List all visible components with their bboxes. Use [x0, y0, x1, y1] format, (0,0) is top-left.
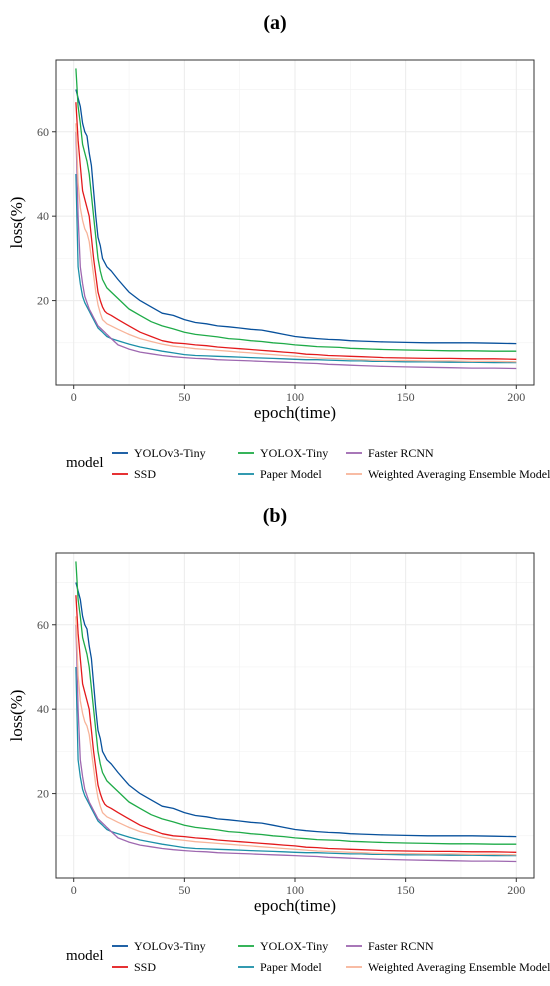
x-tick-label: 50 [178, 390, 190, 404]
legend-label-weighted-averaging-ensemble-model: Weighted Averaging Ensemble Model [368, 960, 550, 974]
legend-title: model [66, 948, 104, 964]
series-line-paper-model [75, 666, 517, 857]
legend-label-paper-model: Paper Model [260, 467, 322, 481]
y-tick-label: 60 [37, 125, 49, 139]
loss-chart-a: 0 50 100 150 200 20 40 60 epoch(time) loss(%) mode… [7, 59, 550, 481]
legend-label-paper-model: Paper Model [260, 960, 322, 974]
y-axis-title: loss(%) [7, 690, 26, 742]
x-tick-label: 0 [71, 390, 77, 404]
y-tick-label: 20 [37, 294, 49, 308]
legend-label-faster-rcnn: Faster RCNN [368, 446, 434, 460]
loss-chart-b: 0 50 100 150 200 20 40 60 epoch(time) loss(%) mode… [7, 552, 550, 974]
y-tick-label: 40 [37, 209, 49, 223]
panel-a: (a) 0 50 100 150 200 20 40 60 epoch(time) loss(%)… [7, 12, 550, 481]
series-line-yolox-tiny [75, 561, 517, 845]
y-tick-label: 40 [37, 702, 49, 716]
x-tick-label: 200 [507, 390, 525, 404]
legend-label-ssd: SSD [134, 467, 156, 481]
series-line-yolov3-tiny [75, 582, 517, 838]
legend-label-yolov3-tiny: YOLOv3-Tiny [134, 939, 206, 953]
x-axis-title: epoch(time) [254, 896, 336, 915]
panel-label-b: (b) [262, 505, 288, 527]
series-line-paper-model [75, 173, 517, 364]
x-tick-label: 200 [507, 883, 525, 897]
legend-label-ssd: SSD [134, 960, 156, 974]
x-tick-label: 150 [397, 883, 415, 897]
series-line-weighted-averaging-ensemble-model [75, 616, 517, 856]
series-line-faster-rcnn [75, 624, 517, 863]
panel-b: (b) 0 50 100 150 200 20 40 60 epoch(time) loss(%)… [0, 493, 550, 986]
x-tick-label: 100 [286, 390, 304, 404]
legend-title: model [66, 455, 104, 471]
series-line-yolox-tiny [75, 68, 517, 352]
legend-label-yolov3-tiny: YOLOv3-Tiny [134, 446, 206, 460]
x-tick-label: 0 [71, 883, 77, 897]
series-line-ssd [75, 595, 517, 853]
x-tick-label: 50 [178, 883, 190, 897]
y-tick-label: 20 [37, 787, 49, 801]
series-line-yolov3-tiny [75, 89, 517, 345]
series-line-weighted-averaging-ensemble-model [75, 123, 517, 363]
y-tick-label: 60 [37, 618, 49, 632]
panel-label-a: (a) [263, 12, 287, 34]
legend-label-yolox-tiny: YOLOX-Tiny [260, 939, 328, 953]
series-line-faster-rcnn [75, 131, 517, 370]
legend-label-faster-rcnn: Faster RCNN [368, 939, 434, 953]
series-line-ssd [75, 102, 517, 360]
x-tick-label: 100 [286, 883, 304, 897]
legend-label-yolox-tiny: YOLOX-Tiny [260, 446, 328, 460]
x-tick-label: 150 [397, 390, 415, 404]
y-axis-title: loss(%) [7, 197, 26, 249]
x-axis-title: epoch(time) [254, 403, 336, 422]
legend-label-weighted-averaging-ensemble-model: Weighted Averaging Ensemble Model [368, 467, 550, 481]
